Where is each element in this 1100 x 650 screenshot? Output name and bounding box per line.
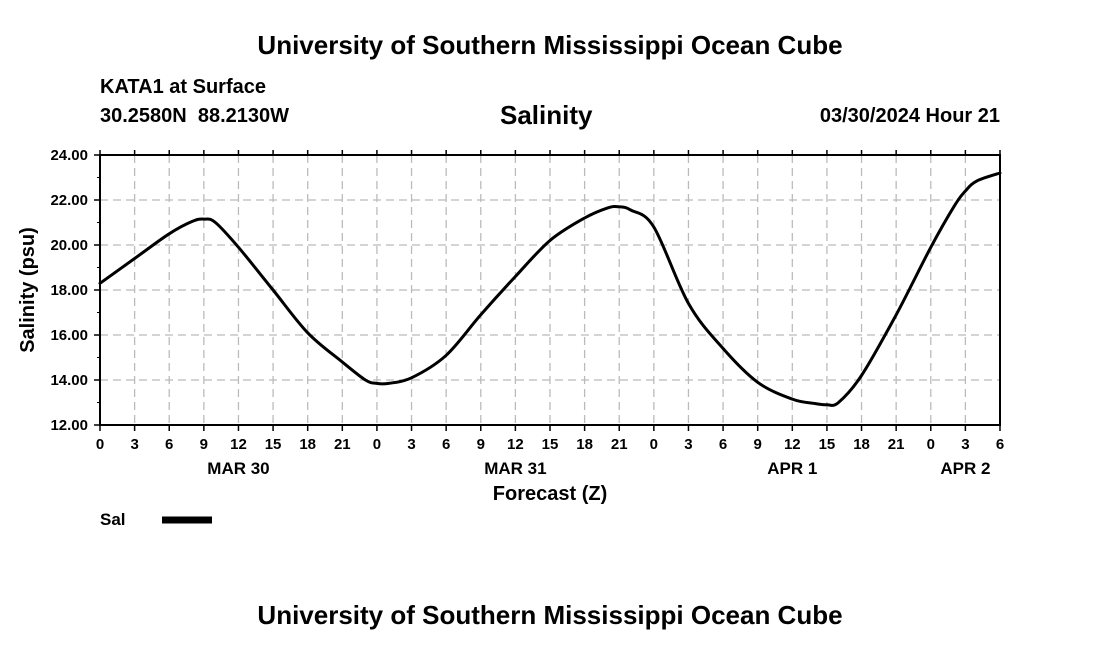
y-tick-label: 14.00 [50, 372, 88, 389]
x-tick-label: 18 [299, 436, 316, 453]
date-label: APR 2 [940, 459, 990, 478]
y-axis-label: Salinity (psu) [17, 227, 39, 353]
x-tick-label: 6 [442, 436, 450, 453]
y-tick-label: 20.00 [50, 237, 88, 254]
date-labels: MAR 30 MAR 31 APR 1 APR 2 [207, 459, 990, 478]
y-tick-label: 24.00 [50, 147, 88, 164]
x-tick-label: 21 [611, 436, 628, 453]
x-tick-label: 3 [961, 436, 969, 453]
x-tick-label: 15 [542, 436, 559, 453]
date-label: MAR 31 [484, 459, 546, 478]
x-tick-label: 15 [819, 436, 836, 453]
legend-label: Sal [100, 510, 126, 529]
x-axis: 0 3 6 9 12 15 18 21 0 3 6 9 12 15 18 21 0 3 6 9 12 15 18 21 0 3 6 [96, 150, 1004, 453]
x-tick-label: 15 [265, 436, 282, 453]
x-tick-label: 21 [888, 436, 905, 453]
x-tick-label: 6 [165, 436, 173, 453]
station-coords: 30.2580N 88.2130W [100, 105, 290, 127]
x-tick-label: 0 [650, 436, 658, 453]
salinity-series-line [98, 171, 1002, 407]
salinity-chart: 12.00 14.00 16.00 18.00 20.00 22.00 24.00 0 3 6 9… [17, 147, 1004, 529]
chart-title: Salinity [500, 100, 593, 130]
x-axis-label: Forecast (Z) [493, 483, 607, 505]
x-tick-label: 12 [784, 436, 801, 453]
station-name: KATA1 at Surface [100, 76, 266, 98]
y-axis: 12.00 14.00 16.00 18.00 20.00 22.00 24.00 [50, 147, 100, 434]
y-tick-label: 16.00 [50, 327, 88, 344]
x-tick-label: 0 [96, 436, 104, 453]
x-tick-label: 9 [200, 436, 208, 453]
chart-grid [100, 154, 1000, 425]
x-tick-label: 0 [373, 436, 381, 453]
x-tick-label: 3 [130, 436, 138, 453]
x-tick-label: 6 [996, 436, 1004, 453]
x-tick-label: 21 [334, 436, 351, 453]
y-tick-label: 22.00 [50, 192, 88, 209]
page-title: University of Southern Mississippi Ocean… [257, 30, 843, 60]
x-tick-label: 9 [477, 436, 485, 453]
date-label: MAR 30 [207, 459, 269, 478]
x-tick-label: 0 [927, 436, 935, 453]
x-tick-label: 3 [684, 436, 692, 453]
y-tick-label: 12.00 [50, 417, 88, 434]
date-label: APR 1 [767, 459, 817, 478]
footer-title: University of Southern Mississippi Ocean… [257, 600, 843, 630]
x-tick-label: 12 [230, 436, 247, 453]
x-tick-label: 3 [407, 436, 415, 453]
x-tick-label: 6 [719, 436, 727, 453]
x-tick-label: 18 [853, 436, 870, 453]
forecast-datetime: 03/30/2024 Hour 21 [819, 105, 1000, 127]
x-tick-label: 12 [507, 436, 524, 453]
y-tick-label: 18.00 [50, 282, 88, 299]
x-tick-label: 9 [754, 436, 762, 453]
x-tick-label: 18 [576, 436, 593, 453]
